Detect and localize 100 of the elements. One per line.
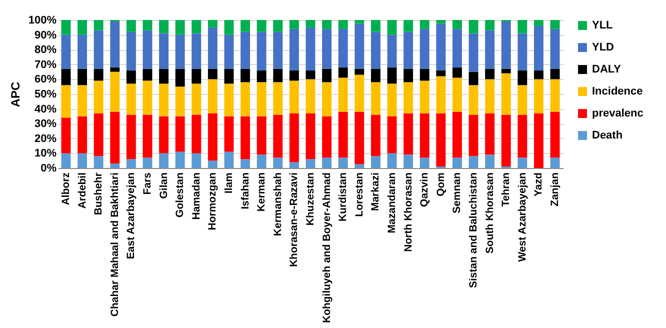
bar (534, 70, 544, 80)
y-tick-label: 30% (34, 118, 57, 130)
bar (126, 84, 136, 115)
bar (501, 21, 511, 69)
bar (468, 72, 478, 86)
y-tick-label: 20% (34, 132, 57, 145)
bar (78, 153, 88, 168)
bar (289, 28, 299, 70)
bar (501, 73, 511, 115)
bar (240, 159, 250, 168)
bar (142, 158, 152, 168)
bar (289, 80, 299, 114)
bar (534, 113, 544, 168)
x-tick-label: Gilan (158, 172, 170, 199)
y-tick-label: 50% (34, 88, 57, 100)
bar (420, 20, 430, 29)
bar (370, 156, 380, 168)
bar (126, 32, 136, 70)
bar (126, 159, 136, 168)
bar (452, 20, 462, 29)
bar (61, 118, 71, 154)
bar (550, 28, 560, 69)
bar (208, 113, 218, 161)
bar (273, 68, 283, 82)
bar (192, 68, 202, 84)
x-tick-label: Yazd (532, 172, 545, 196)
bar (240, 82, 250, 116)
bar (159, 153, 169, 168)
bar (322, 82, 332, 116)
y-tick-label: 40% (34, 103, 57, 116)
x-tick-label: Mazandaran (386, 172, 398, 234)
bar (354, 74, 364, 112)
legend-label: YLL (592, 20, 614, 32)
bar (534, 26, 544, 70)
bar (142, 80, 152, 115)
bar (273, 82, 283, 115)
bar (159, 68, 169, 84)
bar (485, 20, 495, 30)
bar (224, 20, 234, 35)
bar (306, 159, 316, 168)
bar (370, 32, 380, 69)
bar (78, 68, 88, 86)
bar (224, 68, 234, 84)
bar (142, 68, 152, 81)
bar (61, 153, 71, 168)
x-tick-label: East Azarbayejan (125, 172, 138, 260)
bar (404, 68, 414, 82)
bar (404, 32, 414, 69)
bar (387, 116, 397, 154)
bar (110, 67, 120, 72)
bar (322, 158, 332, 168)
x-tick-label: Chahar Mahaal and Bakhtiari (108, 172, 121, 317)
y-tick-label: 80% (34, 44, 57, 56)
bar (354, 20, 364, 24)
bar (420, 80, 430, 114)
bar (240, 68, 250, 82)
bar (436, 76, 446, 114)
bar (175, 152, 185, 168)
x-tick-label: Alborz (60, 172, 72, 206)
bar (159, 84, 169, 116)
bar (404, 154, 414, 168)
bar (370, 114, 380, 156)
bar (420, 28, 430, 69)
bar (142, 114, 152, 158)
legend-label: DALY (592, 64, 622, 76)
bar (370, 82, 380, 115)
bar (192, 84, 202, 115)
bar (354, 164, 364, 168)
x-tick-label: Semnan (451, 172, 464, 214)
bar (322, 116, 332, 158)
bar (256, 20, 266, 32)
y-axis-title: APC (8, 82, 22, 108)
bar (420, 158, 430, 168)
bar (518, 158, 528, 168)
bar (338, 20, 348, 29)
bar (61, 34, 71, 69)
x-tick-label: Lorestan (353, 172, 366, 217)
bar (370, 68, 380, 82)
bar (338, 112, 348, 158)
x-tick-label: Ardebil (76, 172, 88, 209)
bar (256, 82, 266, 116)
bar (61, 68, 71, 86)
bar (306, 79, 316, 114)
bar (94, 20, 104, 30)
bar (273, 158, 283, 168)
bar (468, 156, 478, 168)
bar (289, 162, 299, 168)
x-tick-label: Golestan (174, 172, 186, 218)
x-tick-label: Kurdistan (337, 172, 350, 222)
bar (485, 113, 495, 155)
bar (240, 20, 250, 32)
bar (387, 34, 397, 68)
bar (306, 20, 316, 28)
bar (404, 113, 414, 155)
bar (452, 112, 462, 158)
bar (78, 85, 88, 116)
x-tick-label: Fars (141, 172, 154, 195)
x-tick-label: Khuzestan (304, 172, 316, 226)
bar (289, 70, 299, 81)
x-tick-label: Zanjan (549, 172, 562, 206)
